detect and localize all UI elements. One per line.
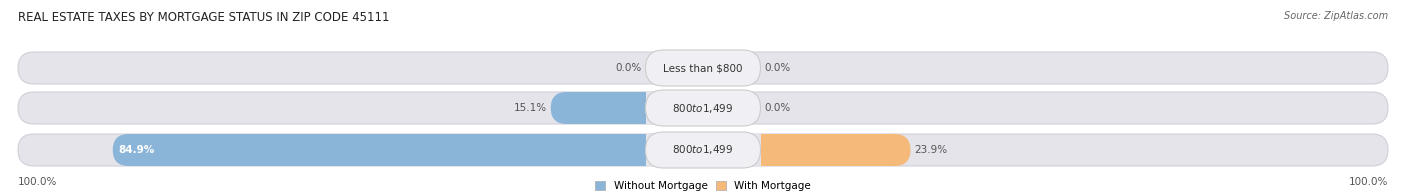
Text: Less than $800: Less than $800 [664, 63, 742, 73]
FancyBboxPatch shape [645, 50, 761, 86]
Text: 0.0%: 0.0% [616, 63, 641, 73]
Text: $800 to $1,499: $800 to $1,499 [672, 102, 734, 114]
Bar [645, 92, 703, 124]
Text: 0.0%: 0.0% [765, 63, 790, 73]
Text: 84.9%: 84.9% [118, 145, 155, 155]
FancyBboxPatch shape [18, 52, 1388, 84]
Text: 0.0%: 0.0% [765, 103, 790, 113]
FancyBboxPatch shape [18, 134, 1388, 166]
Legend: Without Mortgage, With Mortgage: Without Mortgage, With Mortgage [595, 181, 811, 191]
FancyBboxPatch shape [645, 132, 761, 168]
FancyBboxPatch shape [703, 134, 911, 166]
Text: 23.9%: 23.9% [914, 145, 948, 155]
Text: REAL ESTATE TAXES BY MORTGAGE STATUS IN ZIP CODE 45111: REAL ESTATE TAXES BY MORTGAGE STATUS IN … [18, 11, 389, 24]
Text: Source: ZipAtlas.com: Source: ZipAtlas.com [1284, 11, 1388, 21]
Text: 15.1%: 15.1% [513, 103, 547, 113]
Bar [703, 134, 761, 166]
Text: 100.0%: 100.0% [1348, 177, 1388, 187]
FancyBboxPatch shape [645, 90, 761, 126]
FancyBboxPatch shape [18, 92, 1388, 124]
Text: $800 to $1,499: $800 to $1,499 [672, 143, 734, 156]
Bar [645, 134, 703, 166]
FancyBboxPatch shape [112, 134, 703, 166]
FancyBboxPatch shape [551, 92, 703, 124]
Text: 100.0%: 100.0% [18, 177, 58, 187]
